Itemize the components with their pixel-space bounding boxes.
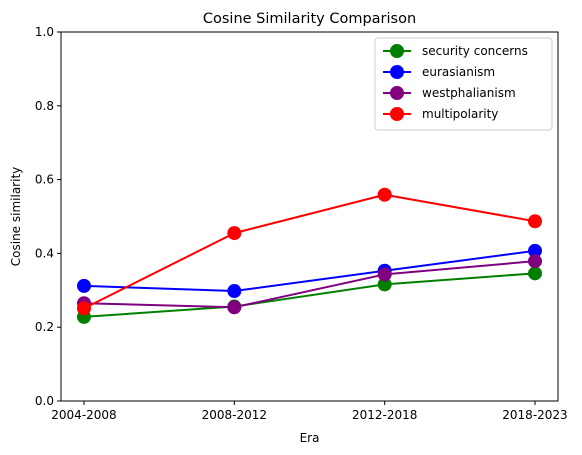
x-tick-label: 2012-2018 [352,408,417,422]
data-point [528,254,542,269]
chart-title: Cosine Similarity Comparison [203,11,416,27]
legend: security concerns eurasianism westphaliani… [374,37,553,131]
x-axis-label: Era [300,431,320,445]
y-tick-label: 0.6 [35,173,54,187]
data-point [528,266,542,281]
series-0 [77,266,542,324]
y-tick-label: 0.4 [35,246,54,260]
legend-item: westphalianism [383,86,516,100]
y-tick-label: 1.0 [35,25,54,39]
series-line [83,272,536,318]
series-3 [77,187,542,316]
series-line [83,260,536,309]
y-axis-ticks: 0.0 0.2 0.4 0.6 0.8 1.0 [35,25,61,408]
legend-marker [390,107,404,121]
data-point [528,243,542,258]
x-tick-label: 2004-2008 [51,408,116,422]
y-tick-label: 0.8 [35,99,54,113]
y-tick-label: 0.2 [35,320,54,334]
data-point [227,226,242,241]
y-tick-label: 0.0 [35,394,54,408]
data-point [377,267,392,282]
data-point [227,300,242,315]
series-2 [77,254,542,315]
data-point [377,187,392,202]
data-point [377,277,392,292]
y-axis-label: Cosine similarity [9,167,23,266]
legend-label: multipolarity [422,107,498,121]
data-point [77,278,91,293]
legend-marker [390,44,404,58]
x-axis-ticks: 2004-2008 2008-2012 2012-2018 2018-2023 [51,401,568,422]
legend-box [374,37,553,131]
data-point [528,214,542,229]
legend-item: eurasianism [383,65,495,79]
legend-marker [390,65,404,79]
data-point [77,301,91,316]
legend-item: security concerns [383,44,528,58]
series-line [83,249,536,293]
series-line [83,193,536,310]
x-tick-label: 2018-2023 [502,408,567,422]
series-lines [77,187,542,324]
plot-area-frame [60,31,559,402]
legend-item: multipolarity [383,107,498,121]
legend-label: eurasianism [422,65,495,79]
data-point [227,284,242,299]
x-tick-label: 2008-2012 [202,408,267,422]
legend-label: security concerns [422,44,528,58]
legend-marker [390,86,404,100]
legend-label: westphalianism [422,86,516,100]
